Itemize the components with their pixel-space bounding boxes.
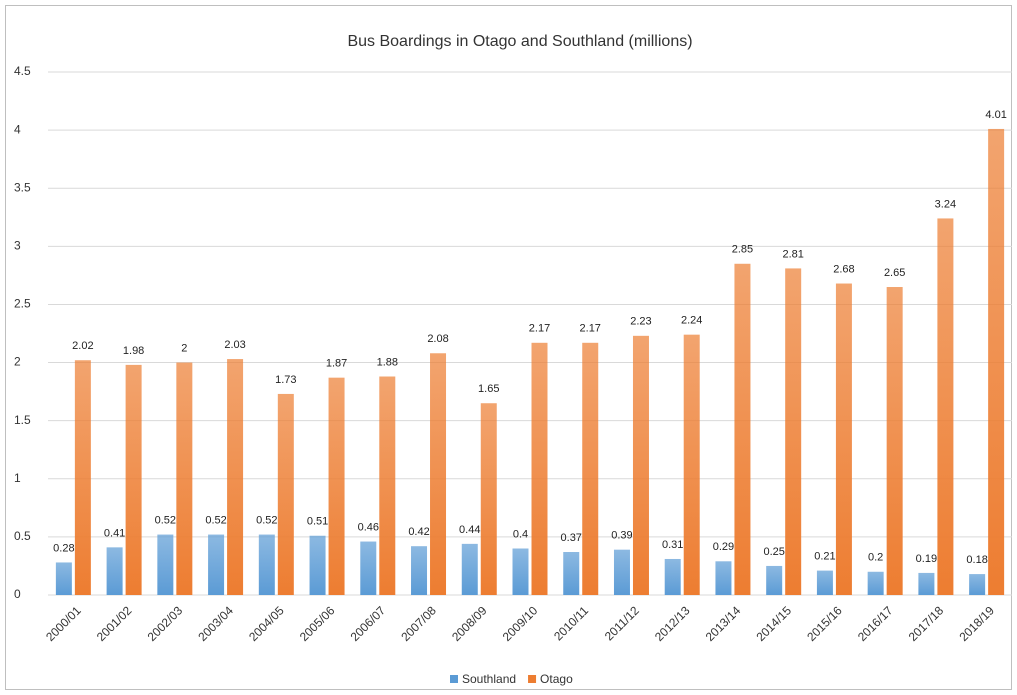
value-label: 0.4 — [513, 528, 528, 540]
bar — [328, 377, 345, 595]
value-label: 2.81 — [782, 248, 803, 260]
y-tick-label: 3 — [14, 239, 21, 253]
value-label: 0.41 — [104, 527, 125, 539]
y-tick-label: 4 — [14, 122, 21, 136]
bar — [785, 268, 802, 595]
bar — [632, 335, 649, 595]
bar — [411, 546, 428, 595]
value-label: 0.46 — [358, 521, 379, 533]
bar — [613, 549, 630, 595]
bar — [106, 547, 123, 595]
y-tick-label: 1.5 — [14, 413, 31, 427]
value-label: 1.98 — [123, 345, 144, 357]
value-label: 2.17 — [529, 323, 550, 335]
bar — [988, 128, 1005, 595]
value-label: 3.24 — [935, 198, 956, 210]
value-label: 2.85 — [732, 244, 753, 256]
value-label: 2.08 — [427, 333, 448, 345]
value-label: 1.73 — [275, 374, 296, 386]
value-label: 0.29 — [713, 541, 734, 553]
value-label: 0.42 — [408, 526, 429, 538]
value-label: 2.17 — [580, 323, 601, 335]
value-label: 0.52 — [155, 514, 176, 526]
bar — [582, 342, 599, 595]
value-label: 0.21 — [814, 550, 835, 562]
bar — [309, 535, 326, 595]
bar — [969, 574, 986, 595]
value-label: 2.23 — [630, 316, 651, 328]
bar — [563, 551, 580, 595]
value-label: 2.68 — [833, 263, 854, 275]
value-label: 0.37 — [561, 532, 582, 544]
y-tick-label: 4.5 — [14, 64, 31, 78]
value-label: 0.31 — [662, 539, 683, 551]
y-tick-label: 2 — [14, 355, 21, 369]
bar — [125, 364, 142, 595]
value-label: 0.25 — [763, 546, 784, 558]
bar — [461, 543, 478, 595]
value-label: 0.28 — [53, 542, 74, 554]
bar — [227, 359, 244, 595]
bar — [157, 534, 174, 595]
bar — [918, 572, 935, 595]
value-label: 2.03 — [224, 339, 245, 351]
value-label: 2 — [181, 342, 187, 354]
chart-border — [5, 5, 1012, 690]
y-tick-label: 1 — [14, 471, 21, 485]
bar — [937, 218, 954, 595]
value-label: 0.52 — [256, 514, 277, 526]
legend-label: Southland — [462, 672, 516, 686]
bar — [208, 534, 225, 595]
legend-swatch — [450, 675, 458, 683]
value-label: 1.87 — [326, 358, 347, 370]
bar — [886, 287, 903, 595]
value-label: 0.44 — [459, 524, 480, 536]
value-label: 1.88 — [377, 356, 398, 368]
bar — [734, 263, 751, 595]
bar — [766, 565, 783, 595]
value-label: 4.01 — [985, 109, 1006, 121]
value-label: 0.39 — [611, 530, 632, 542]
chart-title: Bus Boardings in Otago and Southland (mi… — [347, 33, 692, 50]
bar — [664, 558, 681, 595]
y-tick-label: 0.5 — [14, 529, 31, 543]
bar — [480, 403, 497, 595]
bar — [512, 548, 529, 595]
y-tick-label: 3.5 — [14, 180, 31, 194]
value-label: 2.24 — [681, 315, 702, 327]
value-label: 0.51 — [307, 516, 328, 528]
bar — [816, 570, 833, 595]
y-tick-label: 0 — [14, 587, 21, 601]
bar — [379, 376, 396, 595]
value-label: 0.19 — [916, 553, 937, 565]
bar — [55, 562, 72, 595]
value-label: 0.18 — [966, 554, 987, 566]
bar — [360, 541, 377, 595]
value-label: 2.02 — [72, 340, 93, 352]
bar — [867, 571, 884, 595]
bar — [176, 362, 193, 595]
value-label: 2.65 — [884, 267, 905, 279]
bar — [715, 561, 732, 595]
bar — [683, 334, 700, 595]
legend-swatch — [528, 675, 537, 683]
bar — [835, 283, 852, 595]
bar — [430, 353, 447, 595]
y-tick-label: 2.5 — [14, 297, 31, 311]
value-label: 0.2 — [868, 552, 883, 564]
bar — [531, 342, 548, 595]
value-label: 1.65 — [478, 383, 499, 395]
value-label: 0.52 — [205, 514, 226, 526]
bar — [258, 534, 275, 595]
bar — [277, 393, 294, 595]
legend-label: Otago — [540, 672, 573, 686]
bar — [74, 360, 91, 595]
